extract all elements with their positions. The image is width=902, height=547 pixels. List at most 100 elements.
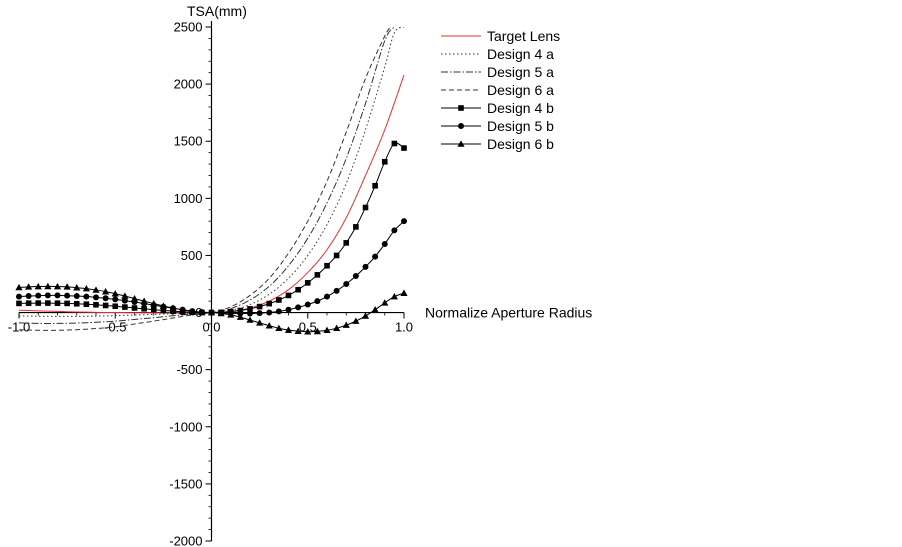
legend-label: Design 5 b <box>487 118 554 134</box>
data-point-triangle <box>140 297 148 304</box>
data-point-triangle <box>313 327 321 335</box>
y-tick-label: -2000 <box>169 534 202 547</box>
data-point-circle <box>391 227 398 234</box>
legend-label: Design 6 a <box>487 82 554 98</box>
data-point-circle <box>112 296 119 303</box>
series-design-6-a <box>18 27 391 331</box>
data-point-circle <box>44 292 51 299</box>
data-point-circle <box>352 273 359 280</box>
data-point-square <box>333 252 340 259</box>
data-point-triangle <box>150 300 158 307</box>
data-point-triangle <box>207 308 216 316</box>
data-point-square <box>401 145 407 151</box>
legend-item: Design 6 b <box>441 136 554 152</box>
data-point-triangle <box>44 282 52 290</box>
y-tick-label: -1500 <box>169 476 202 491</box>
data-point-triangle <box>179 306 187 313</box>
data-point-square <box>362 204 369 211</box>
data-point-square <box>93 301 99 308</box>
data-point-circle <box>83 293 90 300</box>
data-point-circle <box>275 308 282 315</box>
data-point-triangle <box>15 283 23 291</box>
legend-label: Design 4 a <box>487 46 554 62</box>
data-point-square <box>54 300 61 306</box>
data-point-circle <box>93 294 99 301</box>
data-point-triangle <box>169 304 177 311</box>
data-point-triangle <box>390 292 398 300</box>
data-point-square <box>160 307 167 314</box>
series-line <box>18 27 391 331</box>
data-point-square <box>150 306 157 313</box>
y-tick-label: 1000 <box>174 191 203 206</box>
data-point-triangle <box>323 326 331 334</box>
y-tick-label: -500 <box>176 362 202 377</box>
data-point-square <box>83 301 90 308</box>
data-point-triangle <box>198 308 206 316</box>
legend-item: Target Lens <box>441 28 560 44</box>
data-point-triangle <box>111 290 119 297</box>
data-point-square <box>64 300 70 307</box>
data-point-square <box>343 240 350 246</box>
data-point-triangle <box>63 283 71 290</box>
data-point-triangle <box>342 321 350 328</box>
legend-item: Design 6 a <box>441 82 554 98</box>
data-point-triangle <box>333 324 341 332</box>
x-tick-label: 1.0 <box>395 320 413 335</box>
data-point-square <box>372 182 378 189</box>
y-tick-label: 2000 <box>174 77 203 92</box>
data-point-circle <box>401 218 407 225</box>
series-design-5-a <box>18 27 395 324</box>
data-point-circle <box>121 297 128 304</box>
data-point-square <box>353 224 359 230</box>
data-point-circle <box>102 295 109 302</box>
data-point-circle <box>256 310 263 317</box>
legend-label: Design 4 b <box>487 100 554 116</box>
data-point-square <box>381 158 388 165</box>
data-point-triangle <box>34 282 42 290</box>
data-point-square <box>266 300 273 307</box>
data-point-circle <box>64 292 71 299</box>
data-point-triangle <box>256 319 264 326</box>
data-point-triangle <box>159 302 167 309</box>
data-point-triangle <box>294 327 302 334</box>
data-point-circle <box>381 241 388 248</box>
series-line <box>18 27 405 317</box>
data-point-circle <box>16 293 22 300</box>
data-point-square <box>314 272 321 278</box>
data-point-triangle <box>188 307 196 315</box>
legend-label: Design 5 a <box>487 64 554 80</box>
data-point-triangle <box>457 140 465 147</box>
legend: Target Lens Design 4 a Design 5 a Design 6 … <box>441 28 560 152</box>
data-point-circle <box>458 123 464 129</box>
data-point-circle <box>304 301 311 308</box>
data-point-triangle <box>284 326 293 333</box>
data-point-circle <box>343 281 350 287</box>
data-point-square <box>285 292 292 299</box>
legend-item: Design 5 b <box>441 118 554 134</box>
data-point-square <box>391 140 398 147</box>
data-point-triangle <box>217 309 225 317</box>
data-point-square <box>45 300 51 306</box>
series-design-6-b <box>15 282 408 335</box>
data-point-square <box>295 286 301 293</box>
y-tick-label: -1000 <box>169 419 202 434</box>
data-point-circle <box>266 309 273 316</box>
data-point-square <box>25 300 32 306</box>
data-point-circle <box>237 310 244 317</box>
data-point-triangle <box>92 286 100 293</box>
data-point-triangle <box>130 295 139 302</box>
data-point-triangle <box>25 283 33 290</box>
data-point-square <box>247 306 253 312</box>
data-point-triangle <box>121 292 129 299</box>
data-point-circle <box>54 292 61 299</box>
data-point-square <box>141 305 147 312</box>
data-point-triangle <box>246 316 254 323</box>
data-point-triangle <box>265 322 273 329</box>
data-point-triangle <box>227 311 235 318</box>
data-point-square <box>276 297 282 303</box>
data-point-triangle <box>304 328 312 335</box>
data-point-triangle <box>352 317 360 324</box>
x-tick-label: 0.0 <box>202 320 220 335</box>
data-point-square <box>102 302 109 309</box>
